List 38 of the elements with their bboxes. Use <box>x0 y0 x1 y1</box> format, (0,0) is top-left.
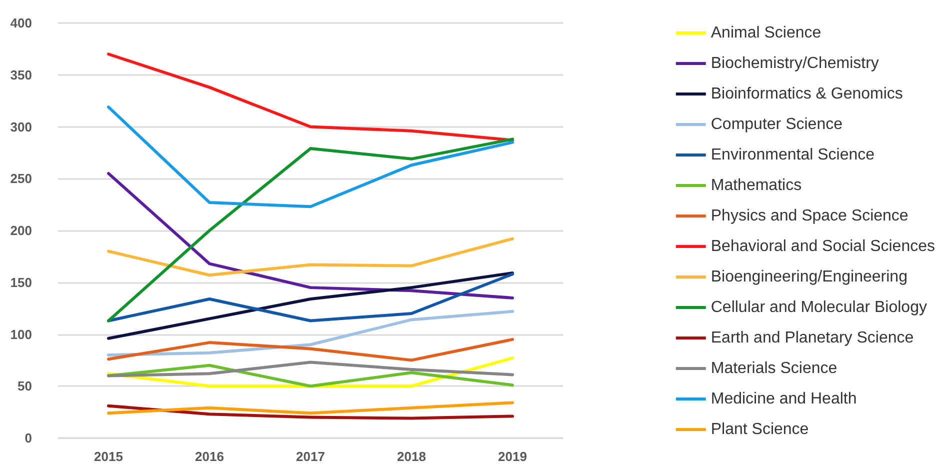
legend-label: Bioinformatics & Genomics <box>710 86 903 102</box>
line-series <box>107 338 514 362</box>
legend-label: Medicine and Health <box>710 390 857 408</box>
y-tick-label: 100 <box>10 326 32 342</box>
x-tick-label: 2019 <box>498 449 527 464</box>
legend-label: Computer Science <box>710 116 843 133</box>
y-tick-label: 250 <box>10 171 32 186</box>
line-series <box>107 138 514 322</box>
legend-label: Behavioral and Social Sciences <box>710 238 936 255</box>
legend-label: Mathematics <box>710 177 802 194</box>
line-series <box>107 404 514 420</box>
line-series <box>107 272 514 322</box>
line-series <box>107 52 514 142</box>
x-tick-label: 2018 <box>397 449 426 464</box>
y-tick-label: 200 <box>10 223 32 238</box>
y-tick-label: 150 <box>10 274 32 290</box>
legend-label: Physics and Space Science <box>710 208 908 224</box>
x-tick-label: 2016 <box>195 449 224 464</box>
line-series <box>107 106 514 208</box>
y-tick-label: 350 <box>10 67 32 82</box>
legend-label: Plant Science <box>710 421 809 438</box>
line-series <box>107 172 514 300</box>
line-series <box>107 360 514 378</box>
legend-label: Materials Science <box>710 360 838 377</box>
line-series <box>107 237 514 277</box>
y-tick-label: 50 <box>18 378 32 394</box>
y-tick-label: 300 <box>10 119 32 134</box>
legend-label: Cellular and Molecular Biology <box>710 299 927 316</box>
legend-label: Biochemistry/Chemistry <box>710 55 879 72</box>
x-tick-label: 2015 <box>94 449 123 464</box>
y-tick-label: 0 <box>24 430 32 446</box>
legend-label: Bioengineering/Engineering <box>710 268 908 286</box>
legend-label: Animal Science <box>710 24 822 42</box>
legend-label: Environmental Science <box>710 146 875 164</box>
x-tick-label: 2017 <box>296 449 325 464</box>
y-tick-label: 400 <box>10 16 32 30</box>
line-series <box>107 272 514 340</box>
legend-label: Earth and Planetary Science <box>710 330 914 346</box>
